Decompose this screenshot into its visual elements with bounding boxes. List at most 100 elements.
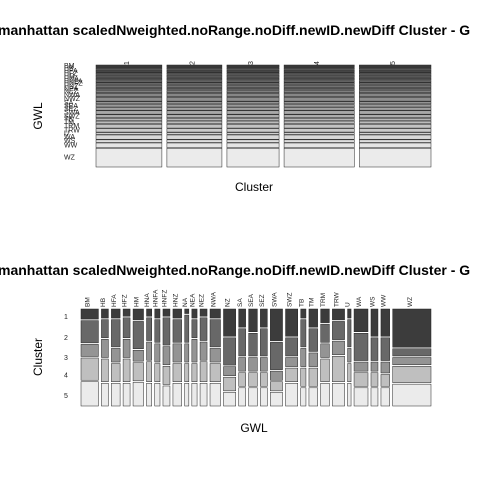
bottom-xtick-TB: TB	[298, 299, 305, 307]
bottom-xtick-SEA: SEA	[248, 293, 255, 307]
top-tile-c1-NEZ	[95, 90, 163, 93]
top-tile-c5-HNZ	[359, 84, 432, 88]
bottom-tile-NZ-c5	[223, 392, 236, 407]
bottom-tile-NA-c2	[184, 314, 190, 343]
top-ytick-SWA: SWA	[64, 109, 80, 116]
bottom-tile-NA-c4	[184, 363, 190, 382]
top-tile-c5-HNFA	[359, 80, 432, 83]
top-ytick-BM: BM	[64, 63, 75, 70]
bottom-tile-SWZ-c3	[285, 357, 298, 367]
bottom-tile-WZ-c4	[392, 366, 432, 383]
top-tile-c1-SWZ	[95, 114, 163, 119]
top-ytick-NEA: NEA	[64, 86, 79, 93]
top-tile-c3-HNFA	[226, 80, 280, 83]
top-tile-c5-BM	[359, 64, 432, 68]
top-tile-c2-HM	[166, 74, 223, 78]
top-ytick-WZ: WZ	[64, 155, 76, 162]
bottom-xtick-HNA: HNA	[144, 293, 151, 307]
bottom-ytick-3: 3	[64, 355, 68, 362]
top-tile-c3-HB	[226, 67, 280, 70]
top-tile-c1-NEA	[95, 88, 163, 91]
bottom-chart-ylabel: Cluster	[31, 338, 45, 376]
top-xtick-4: 4	[314, 61, 321, 65]
bottom-xtick-HFZ: HFZ	[122, 294, 129, 307]
top-tile-c2-WS	[166, 139, 223, 143]
bottom-tile-HFZ-c4	[122, 358, 131, 382]
top-tile-c5-HFZ	[359, 72, 432, 75]
top-tile-c1-WW	[95, 142, 163, 148]
top-tile-c1-HNFZ	[95, 82, 163, 85]
top-tile-c3-HNA	[226, 77, 280, 81]
bottom-tile-WS-c2	[370, 337, 379, 361]
bottom-tile-NEA-c2	[191, 319, 198, 339]
bottom-tile-TB-c2	[300, 319, 307, 348]
top-xtick-2: 2	[189, 61, 196, 65]
top-tile-c3-WA	[226, 134, 280, 140]
bottom-tile-NZ-c2	[223, 337, 236, 366]
top-tile-c2-WA	[166, 134, 223, 140]
bottom-tile-WW-c2	[380, 337, 390, 361]
top-tile-c5-TRM	[359, 123, 432, 129]
bottom-tile-HNFA-c1	[154, 308, 161, 319]
top-tile-c5-HNA	[359, 77, 432, 81]
top-tile-c3-HNZ	[226, 84, 280, 88]
top-tile-c5-SWZ	[359, 114, 432, 119]
bottom-tile-HM-c2	[132, 321, 144, 349]
top-tile-c2-NEZ	[166, 90, 223, 93]
bottom-tile-TRM-c2	[320, 323, 330, 343]
top-tile-c2-TM	[166, 120, 223, 124]
bottom-tile-HFA-c4	[111, 363, 121, 382]
top-tile-c1-HNZ	[95, 84, 163, 88]
top-tile-c1-HFA	[95, 69, 163, 73]
top-tile-c5-SEZ	[359, 107, 432, 111]
top-tile-c5-TM	[359, 120, 432, 124]
bottom-tile-NA-c1	[184, 308, 190, 314]
top-tile-c5-SWA	[359, 110, 432, 115]
top-tile-c2-HB	[166, 67, 223, 70]
top-tile-c3-HFA	[226, 69, 280, 73]
bottom-tile-NEA-c1	[191, 308, 198, 319]
top-tile-c1-WZ	[95, 148, 163, 168]
top-tile-c2-HFZ	[166, 72, 223, 75]
bottom-tile-TM-c4	[308, 367, 318, 387]
bottom-xtick-NWA: NWA	[210, 291, 217, 307]
bottom-tile-SEZ-c3	[260, 357, 268, 372]
top-tile-c3-SWZ	[226, 114, 280, 119]
top-tile-c1-HB	[95, 67, 163, 70]
top-tile-c5-HB	[359, 67, 432, 70]
bottom-tile-SEA-c5	[248, 387, 258, 407]
top-tile-c3-NWZ	[226, 97, 280, 102]
bottom-tile-HNFZ-c1	[162, 308, 171, 317]
bottom-xtick-SWA: SWA	[271, 292, 278, 307]
top-ytick-TRW: TRW	[64, 127, 80, 134]
top-ytick-SA: SA	[64, 100, 74, 107]
top-ytick-HNFZ: HNFZ	[64, 81, 83, 88]
bottom-tile-NZ-c1	[223, 308, 236, 337]
top-tile-c4-SWZ	[283, 114, 355, 119]
top-tile-c4-SEZ	[283, 107, 355, 111]
bottom-tile-NA-c5	[184, 383, 190, 407]
bottom-tile-BM-c3	[80, 344, 99, 357]
top-tile-c3-NEA	[226, 88, 280, 91]
top-tile-c2-SEZ	[166, 107, 223, 111]
top-mosaic-chart: manhattan scaledNweighted.noRange.noDiff…	[0, 22, 470, 194]
top-tile-c3-NEZ	[226, 90, 280, 93]
bottom-tile-TB-c5	[300, 387, 307, 407]
top-tile-c1-HNA	[95, 77, 163, 81]
top-ytick-WA: WA	[64, 134, 75, 141]
bottom-tile-WS-c3	[370, 361, 379, 372]
bottom-tile-NWA-c1	[209, 308, 221, 319]
top-tile-c4-TRM	[283, 123, 355, 129]
bottom-tile-SEZ-c4	[260, 372, 268, 387]
top-tile-c4-NEA	[283, 88, 355, 91]
bottom-tile-NWA-c3	[209, 348, 221, 363]
bottom-tile-SA-c4	[238, 372, 246, 387]
top-tile-c5-HNFZ	[359, 82, 432, 85]
top-ytick-SEZ: SEZ	[64, 106, 78, 113]
bottom-tile-SA-c2	[238, 328, 246, 357]
top-tile-c2-U	[166, 132, 223, 135]
top-tile-c2-HNA	[166, 77, 223, 81]
top-tile-c5-SEA	[359, 104, 432, 108]
bottom-tile-U-c1	[347, 308, 352, 319]
